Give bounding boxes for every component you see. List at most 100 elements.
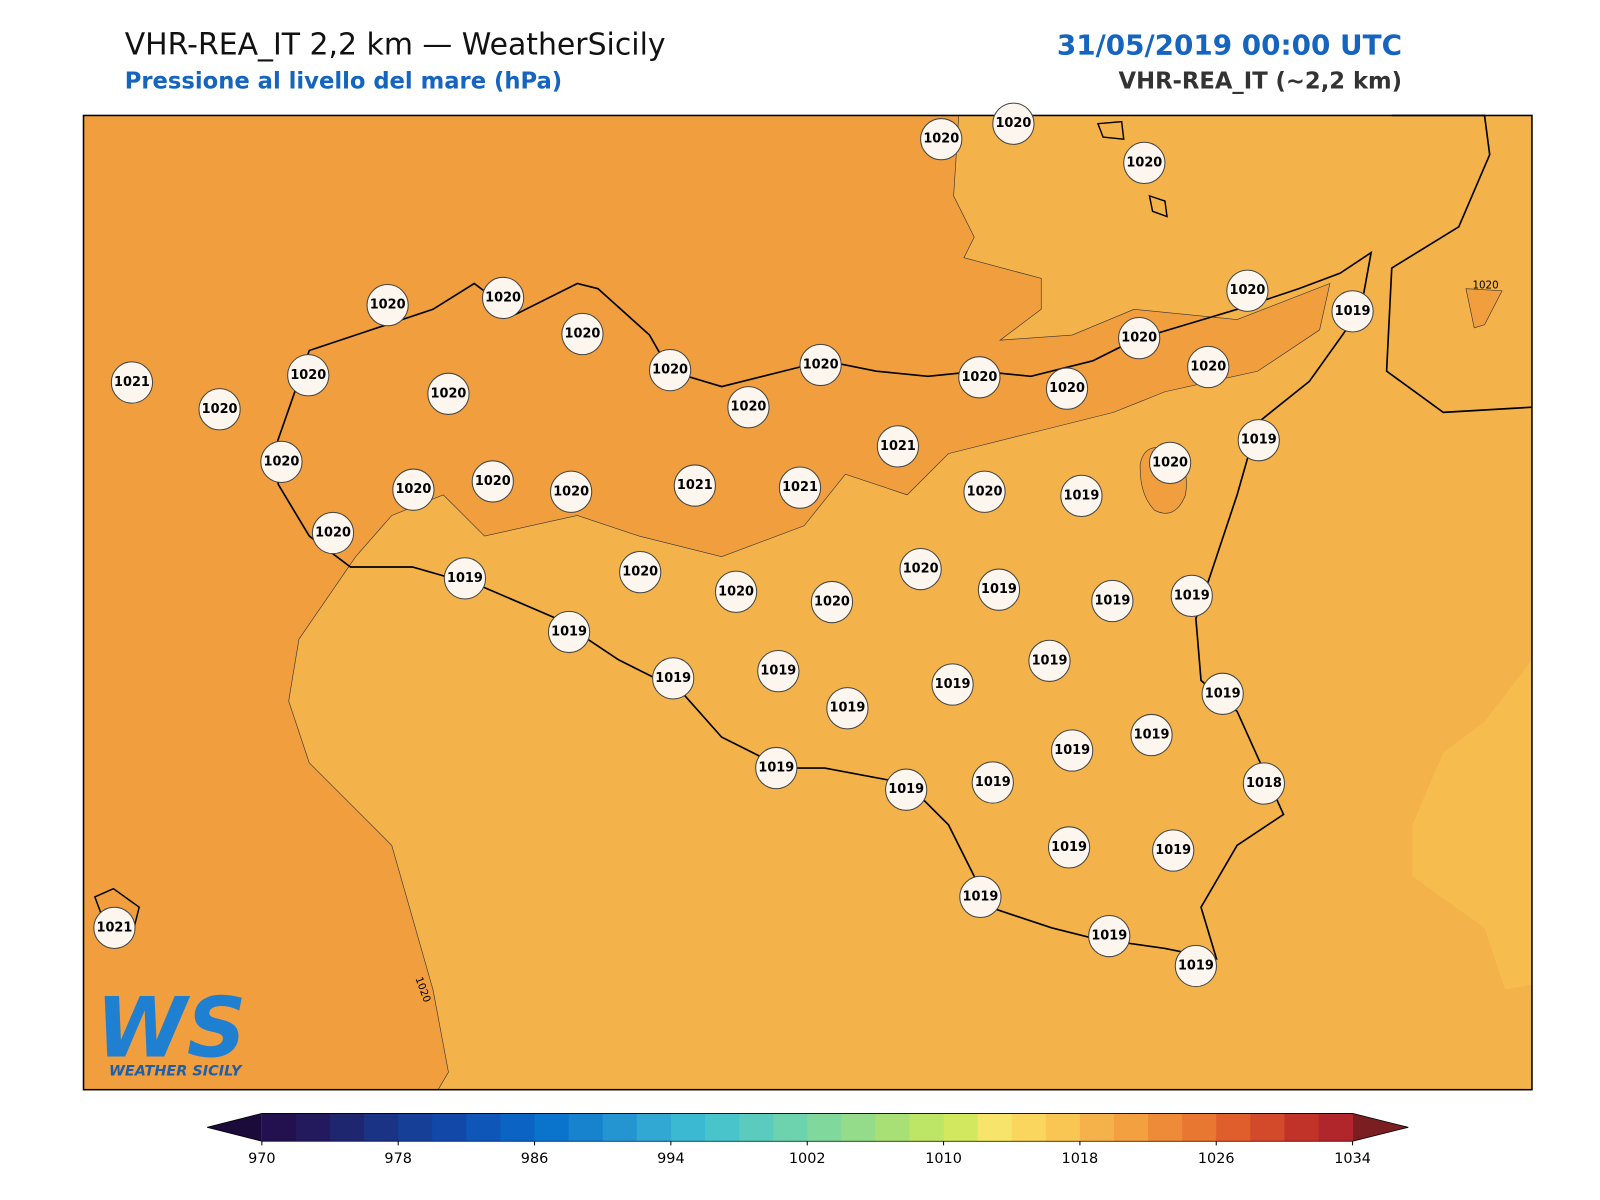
station-marker	[1148, 441, 1192, 485]
station-value: 1020	[814, 595, 850, 610]
station: 1020	[471, 460, 514, 503]
station: 1020	[1226, 269, 1269, 312]
station: 1020	[727, 386, 770, 429]
station-value: 1020	[395, 482, 431, 497]
station-marker	[198, 388, 241, 431]
station: 1019	[1091, 579, 1134, 623]
station-marker	[427, 372, 470, 415]
station: 1020	[1118, 317, 1161, 360]
colorbar-segment	[261, 1113, 297, 1142]
station-marker	[1091, 579, 1134, 623]
station-value: 1020	[967, 484, 1003, 499]
station-marker	[547, 610, 591, 654]
colorbar-segment	[875, 1113, 910, 1142]
logo: WS WEATHER SICILY	[96, 981, 246, 1080]
station-value: 1020	[718, 584, 754, 599]
station-value: 1019	[1094, 594, 1130, 609]
station-value: 1021	[677, 478, 713, 493]
station-marker	[1051, 729, 1094, 772]
station: 1019	[959, 875, 1002, 919]
station: 1020	[392, 468, 435, 511]
station-value: 1019	[1241, 433, 1277, 448]
logo-mark: WS	[96, 981, 246, 1077]
station-value: 1020	[923, 132, 959, 147]
station-marker	[1088, 914, 1131, 958]
logo-name: WEATHER SICILY	[109, 1063, 243, 1079]
station-marker	[260, 440, 303, 483]
station-marker	[1152, 829, 1195, 872]
colorbar-segment	[568, 1113, 604, 1142]
colorbar-segment	[1182, 1113, 1217, 1142]
station-marker	[366, 284, 409, 327]
coastline	[1385, 114, 1533, 414]
colorbar-segment	[704, 1113, 740, 1142]
station: 1020	[920, 118, 963, 161]
colorbar-segment	[466, 1113, 501, 1142]
station-value: 1020	[565, 327, 601, 342]
station: 1020	[198, 388, 241, 431]
colorbar-segment	[1079, 1113, 1115, 1142]
colorbar-segment	[330, 1113, 365, 1142]
station-value: 1020	[1121, 331, 1157, 346]
colorbar-segment	[1113, 1113, 1149, 1142]
colorbar-tick-label: 1010	[925, 1151, 962, 1167]
station-value: 1019	[551, 624, 587, 639]
station: 1020	[963, 470, 1006, 513]
station: 1019	[1060, 474, 1103, 518]
station-value: 1020	[1049, 381, 1085, 396]
station-value: 1020	[431, 386, 467, 401]
station: 1020	[810, 580, 854, 624]
station-marker	[471, 460, 514, 503]
station: 1019	[826, 687, 869, 730]
station-value: 1019	[760, 664, 796, 679]
station-value: 1019	[935, 677, 971, 692]
station: 1020	[799, 343, 842, 387]
station-value: 1021	[97, 920, 133, 935]
colorbar-segment	[1250, 1113, 1285, 1142]
station: 1021	[93, 906, 136, 949]
station-marker	[899, 547, 942, 591]
colorbar-segment	[1011, 1113, 1047, 1142]
station-value: 1019	[1054, 743, 1090, 758]
station-value: 1019	[447, 571, 483, 586]
colorbar-segment	[943, 1113, 979, 1142]
station-marker	[920, 118, 963, 161]
colorbar-tick-label: 1026	[1198, 1151, 1235, 1167]
station: 1020	[427, 372, 470, 415]
map-frame	[82, 114, 1533, 1091]
station-value: 1019	[1091, 929, 1127, 944]
station-marker	[1201, 672, 1244, 715]
station: 1020	[1045, 367, 1089, 410]
colorbar-segment	[500, 1113, 536, 1142]
station: 1019	[443, 557, 487, 600]
station-marker	[799, 343, 842, 387]
colorbar-segment	[977, 1113, 1013, 1142]
station-value: 1019	[1155, 843, 1191, 858]
station-marker	[392, 468, 435, 511]
station: 1019	[1130, 713, 1173, 757]
station-marker	[778, 466, 822, 509]
station-marker	[648, 348, 692, 392]
title: VHR-REA_IT 2,2 km — WeatherSicily	[125, 28, 666, 63]
station: 1019	[1028, 639, 1071, 682]
station-value: 1020	[622, 565, 658, 580]
station-marker	[1242, 762, 1286, 805]
station-value: 1020	[803, 357, 839, 372]
station: 1020	[619, 551, 662, 594]
colorbar-tick-label: 1018	[1062, 1151, 1099, 1167]
colorbar-segment	[636, 1113, 672, 1142]
station-value: 1020	[475, 474, 511, 489]
station-marker	[1237, 419, 1280, 462]
station: 1019	[755, 746, 798, 790]
colorbar-tick-label: 994	[657, 1151, 685, 1167]
station: 1019	[1237, 419, 1280, 462]
station: 1020	[899, 547, 942, 591]
station: 1020	[648, 348, 692, 392]
colorbar-segment	[1148, 1113, 1183, 1142]
station-value: 1019	[1134, 728, 1170, 743]
station: 1019	[652, 657, 695, 700]
station-marker	[1045, 367, 1089, 410]
station-value: 1020	[1230, 283, 1266, 298]
colorbar-tick-label: 1034	[1334, 1151, 1371, 1167]
station-value: 1019	[1174, 588, 1210, 603]
